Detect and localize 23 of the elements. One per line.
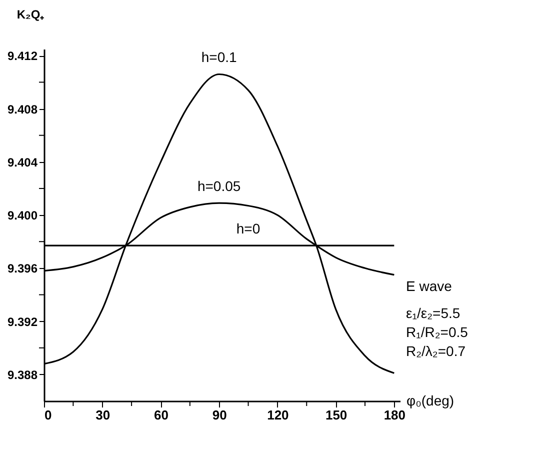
y-tick-label: 9.408 (7, 102, 38, 116)
y-axis-title: K₂Q₊ (16, 8, 44, 22)
y-tick-label: 9.396 (7, 262, 38, 276)
x-tick-label: 60 (154, 408, 168, 422)
y-tick-label: 9.392 (7, 314, 38, 329)
text: R₁/R₂=0.5 (406, 324, 468, 340)
x-tick-label: 30 (96, 408, 110, 422)
x-tick-label: 90 (212, 408, 227, 422)
y-tick-label: 9.412 (7, 49, 38, 64)
text: ε₁/ε₂=5.5 (406, 305, 460, 321)
x-axis-title: φ₀(deg) (406, 392, 454, 408)
y-tick-label: 9.404 (7, 155, 38, 170)
text: R₂/λ₂=0.7 (406, 343, 466, 359)
x-tick-label: 120 (267, 408, 289, 422)
x-tick-label: 150 (325, 408, 348, 422)
series-label: h=0.1 (201, 49, 237, 66)
y-tick-label: 9.400 (7, 208, 38, 223)
x-tick-label: 0 (44, 408, 52, 422)
y-tick-label: 9.388 (7, 368, 38, 382)
x-tick-label: 180 (384, 408, 406, 422)
series-label: h=0.05 (197, 178, 241, 194)
text: E wave (406, 278, 452, 294)
series-label: h=0 (236, 220, 260, 237)
